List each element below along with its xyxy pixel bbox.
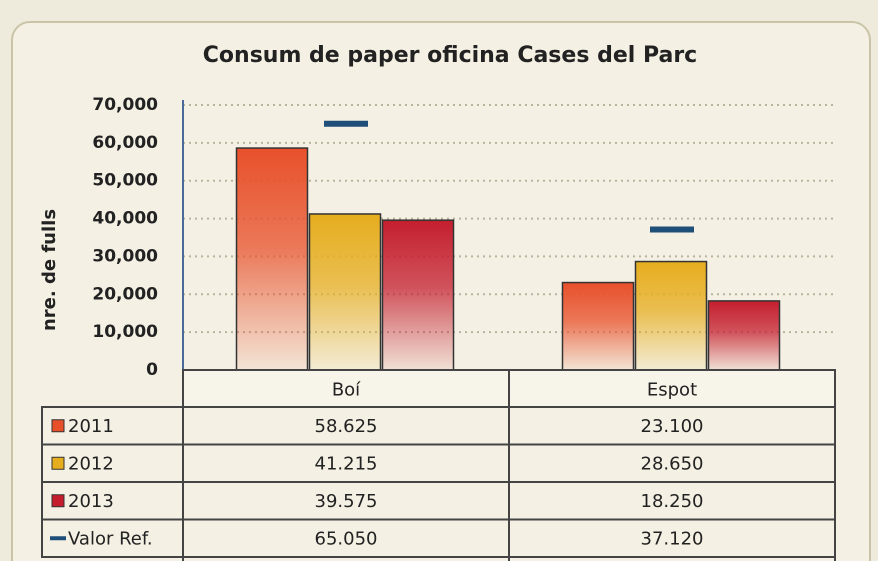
value-label: 18.250 xyxy=(641,491,704,512)
value-label: 23.100 xyxy=(641,416,704,437)
y-tick-label: 40,000 xyxy=(92,209,158,229)
y-tick-label: 10,000 xyxy=(92,322,158,342)
category-label: Boí xyxy=(332,380,361,401)
value-label: 28.650 xyxy=(641,453,704,474)
chart-title: Consum de paper oficina Cases del Parc xyxy=(203,43,697,68)
legend-swatch xyxy=(51,494,65,508)
bar xyxy=(707,300,781,371)
y-tick-label: 60,000 xyxy=(92,133,158,153)
legend-label: 2012 xyxy=(68,453,114,474)
bar xyxy=(235,147,309,371)
y-tick-label: 70,000 xyxy=(92,95,158,115)
bar xyxy=(381,219,455,371)
legend-label: 2011 xyxy=(68,416,114,437)
y-axis-label: nre. de fulls xyxy=(39,209,60,331)
value-label: 41.215 xyxy=(315,453,378,474)
y-tick-label: 30,000 xyxy=(92,246,158,266)
value-label: 39.575 xyxy=(315,491,378,512)
y-tick-label: 50,000 xyxy=(92,171,158,191)
y-tick-label: 0 xyxy=(146,360,158,380)
table-row xyxy=(41,518,836,558)
bar xyxy=(561,281,635,371)
legend-swatch xyxy=(51,419,65,433)
value-label: 37.120 xyxy=(641,528,704,549)
y-tick-label: 20,000 xyxy=(92,284,158,304)
bar xyxy=(308,213,382,371)
legend-label: Valor Ref. xyxy=(68,528,153,549)
category-label: Espot xyxy=(647,380,697,401)
bar xyxy=(634,260,708,371)
legend-label: 2013 xyxy=(68,491,114,512)
value-label: 65.050 xyxy=(315,528,378,549)
legend-swatch xyxy=(51,456,65,470)
value-label: 58.625 xyxy=(315,416,378,437)
